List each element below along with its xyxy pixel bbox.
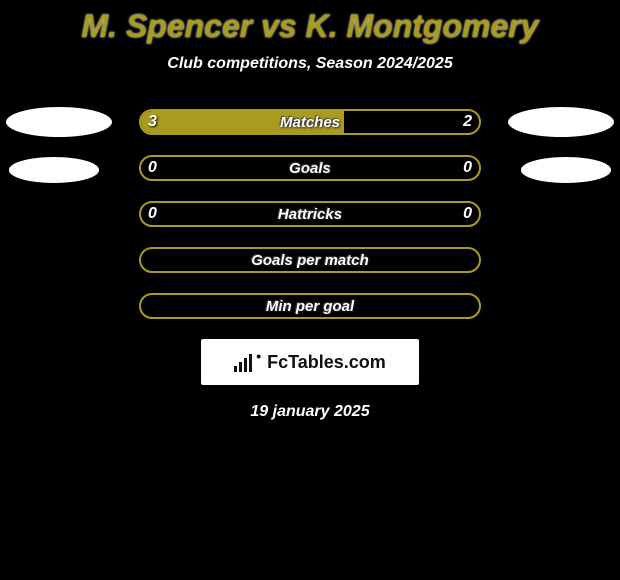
page-subtitle: Club competitions, Season 2024/2025	[0, 55, 620, 73]
stat-bar	[139, 109, 481, 135]
stat-rows: Matches32Goals00Hattricks00Goals per mat…	[0, 109, 620, 321]
date-line: 19 january 2025	[0, 403, 620, 421]
stat-left-value: 0	[148, 201, 157, 227]
stat-bar	[139, 201, 481, 227]
stat-bar-fill	[141, 111, 344, 133]
player-ellipse-left	[9, 157, 99, 183]
stat-left-value: 0	[148, 155, 157, 181]
stat-right-value: 2	[463, 109, 472, 135]
stat-row: Goals00	[0, 155, 620, 183]
stat-row: Matches32	[0, 109, 620, 137]
stat-right-value: 0	[463, 201, 472, 227]
player-ellipse-right	[521, 157, 611, 183]
player-ellipse-left	[6, 107, 112, 137]
player-ellipse-right	[508, 107, 614, 137]
comparison-infographic: M. Spencer vs K. Montgomery Club competi…	[0, 0, 620, 580]
stat-row: Goals per match	[0, 247, 620, 275]
stat-row: Hattricks00	[0, 201, 620, 229]
page-title: M. Spencer vs K. Montgomery	[0, 0, 620, 45]
stat-right-value: 0	[463, 155, 472, 181]
logo-text: FcTables.com	[267, 352, 386, 373]
stat-bar	[139, 155, 481, 181]
stat-bar	[139, 293, 481, 319]
barchart-icon	[234, 352, 252, 372]
stat-left-value: 3	[148, 109, 157, 135]
logo-box: • FcTables.com	[201, 339, 419, 385]
logo: • FcTables.com	[234, 352, 386, 373]
stat-row: Min per goal	[0, 293, 620, 321]
dot-icon: •	[256, 348, 261, 364]
stat-bar	[139, 247, 481, 273]
